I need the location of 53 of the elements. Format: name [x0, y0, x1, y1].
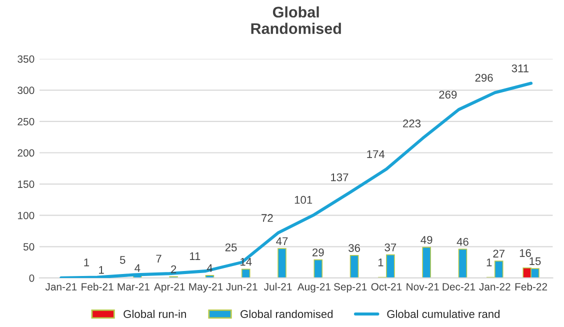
y-tick-label: 200: [18, 149, 34, 157]
data-label: 7: [156, 254, 162, 262]
data-label: 1: [84, 258, 90, 266]
data-label: 25: [225, 243, 237, 252]
x-tick-label: Oct-21: [371, 283, 402, 290]
data-label: 5: [120, 256, 126, 264]
data-label: 269: [439, 90, 457, 99]
y-tick-label: 350: [18, 55, 34, 63]
legend-label: Global cumulative rand: [387, 310, 500, 318]
x-tick-label: May-21: [189, 283, 223, 293]
data-label: 137: [331, 173, 348, 182]
data-label: 1: [99, 266, 104, 274]
y-tick-label: 50: [23, 243, 34, 251]
data-label: 1: [378, 258, 384, 266]
y-tick-label: 150: [18, 180, 34, 188]
y-tick-label: 0: [29, 274, 34, 282]
data-label: 296: [475, 74, 493, 82]
y-tick-label: 300: [18, 86, 34, 94]
x-tick-label: Jan-21: [45, 283, 77, 290]
data-label: 46: [456, 238, 468, 246]
data-label: 27: [493, 250, 504, 258]
data-label: 11: [190, 252, 200, 260]
data-label: 174: [367, 150, 385, 158]
legend-label: Global randomised: [240, 310, 333, 318]
y-tick-label: 250: [18, 118, 34, 126]
x-tick-label: Sep-21: [334, 283, 367, 293]
x-tick-label: Apr-21: [154, 283, 185, 293]
data-label: 37: [384, 243, 396, 252]
y-tick-label: 100: [18, 212, 34, 220]
x-tick-label: Nov-21: [406, 283, 439, 290]
data-label: 47: [276, 237, 288, 245]
legend-label: Global run-in: [124, 310, 186, 318]
data-label: 36: [348, 244, 360, 252]
x-tick-label: Feb-21: [82, 282, 114, 290]
data-label: 311: [512, 64, 529, 72]
data-label: 223: [403, 120, 421, 128]
data-label: 101: [294, 196, 312, 204]
x-tick-label: Mar-21: [118, 283, 150, 290]
x-tick-label: Jan-22: [479, 283, 510, 290]
data-label: 16: [520, 249, 531, 257]
x-tick-label: Feb-22: [515, 282, 548, 290]
chart-title: Global Randomised: [251, 6, 341, 34]
data-label: 72: [262, 214, 273, 222]
data-label: 2: [171, 265, 176, 274]
x-tick-label: Dec-21: [442, 283, 476, 290]
data-label: 15: [530, 257, 541, 266]
x-tick-label: Jun-21: [226, 283, 258, 290]
x-tick-label: Jul-21: [264, 282, 292, 290]
data-label: 1: [486, 258, 492, 266]
data-label: 4: [134, 264, 140, 272]
x-tick-label: Aug-21: [297, 283, 330, 293]
data-label: 49: [420, 236, 432, 244]
data-label: 29: [312, 248, 324, 256]
